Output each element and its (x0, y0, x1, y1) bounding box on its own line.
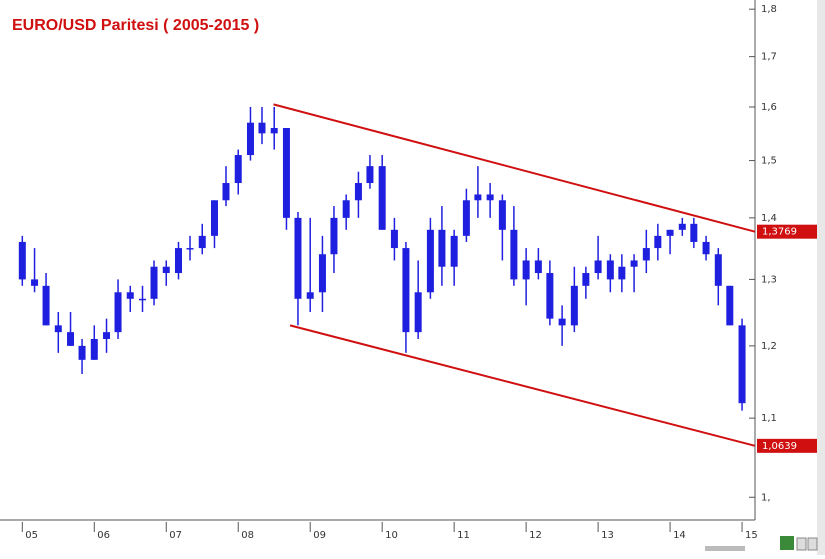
candle-body (546, 273, 554, 319)
candle-body (150, 266, 158, 299)
chart-title: EURO/USD Paritesi ( 2005-2015 ) (12, 17, 259, 34)
candle-body (258, 122, 266, 134)
trend-line (273, 103, 756, 233)
y-tick-label: 1,5 (761, 156, 777, 167)
candle-body (354, 183, 362, 201)
x-tick-label: 11 (457, 530, 470, 541)
candle-body (594, 260, 602, 274)
trend-line (289, 324, 756, 447)
trend-label-box (757, 438, 817, 453)
candle-body (582, 273, 590, 286)
y-tick-label: 1,7 (761, 52, 777, 63)
candle-body (31, 279, 39, 286)
trend-label-box (757, 224, 817, 239)
candle-body (630, 260, 638, 267)
candle-body (139, 298, 147, 301)
next-button[interactable] (807, 537, 818, 551)
candle-body (606, 260, 614, 280)
y-tick-label: 1,2 (761, 341, 777, 352)
scroll-thumb[interactable] (705, 546, 745, 551)
y-tick-label: 1,6 (761, 102, 777, 113)
candle-body (426, 229, 434, 293)
candle-body (90, 338, 98, 360)
candle-body (702, 241, 710, 255)
x-tick-label: 14 (673, 530, 686, 541)
candle-body (402, 248, 410, 333)
candle-body (366, 166, 374, 184)
candle-body (103, 332, 111, 339)
candle-body (210, 200, 218, 236)
candle-body (54, 325, 62, 333)
candle-body (462, 200, 470, 236)
candle-body (666, 229, 674, 236)
candle-body (534, 260, 542, 274)
x-tick-label: 12 (529, 530, 542, 541)
x-tick-label: 06 (97, 530, 110, 541)
candle-body (174, 248, 182, 274)
candle-body (186, 248, 194, 250)
candle-body (282, 128, 290, 218)
candle-body (738, 325, 746, 404)
candle-body (510, 229, 518, 280)
candle-body (342, 200, 350, 218)
candle-body (654, 235, 662, 249)
x-tick-label: 09 (313, 530, 326, 541)
candle-body (378, 166, 386, 230)
y-tick-label: 1, (761, 492, 771, 503)
candle-body (114, 292, 122, 333)
candle-body (42, 285, 50, 326)
candle-body (246, 122, 254, 156)
y-tick-label: 1,1 (761, 413, 777, 424)
candle-body (270, 128, 278, 134)
x-tick-label: 15 (745, 530, 758, 541)
candle-body (234, 155, 242, 184)
candle-body (306, 292, 314, 299)
candle-body (714, 254, 722, 286)
y-tick-label: 1,4 (761, 213, 777, 224)
candle-body (558, 318, 566, 326)
candle-body (222, 183, 230, 201)
candle-body (618, 266, 626, 280)
candle-body (486, 194, 494, 201)
x-tick-label: 08 (241, 530, 254, 541)
candle-body (414, 292, 422, 333)
candle-body (522, 260, 530, 280)
x-tick-label: 10 (385, 530, 398, 541)
candle-body (726, 285, 734, 326)
candle-body (450, 235, 458, 267)
trend-label: 1,3769 (762, 227, 797, 238)
candle-body (294, 217, 302, 299)
candle-body (318, 254, 326, 293)
candle-body (498, 200, 506, 230)
candle-body (67, 332, 75, 346)
scrollbar (817, 0, 825, 555)
prev-button[interactable] (796, 537, 807, 551)
candle-body (18, 241, 26, 280)
y-tick-label: 1,8 (761, 4, 777, 15)
candle-body (642, 248, 650, 261)
candle-body (570, 285, 578, 326)
candle-body (438, 229, 446, 267)
candle-body (78, 345, 86, 360)
x-tick-label: 07 (169, 530, 182, 541)
candle-body (390, 229, 398, 249)
x-tick-label: 13 (601, 530, 614, 541)
refresh-button[interactable] (780, 536, 794, 550)
candle-body (678, 223, 686, 230)
candle-body (162, 266, 170, 274)
candle-body (690, 223, 698, 242)
trend-label: 1,0639 (762, 441, 797, 452)
y-tick-label: 1,3 (761, 274, 777, 285)
x-tick-label: 05 (25, 530, 38, 541)
candle-body (198, 235, 206, 249)
candle-body (474, 194, 482, 201)
candle-body (330, 217, 338, 255)
candle-body (126, 292, 134, 299)
